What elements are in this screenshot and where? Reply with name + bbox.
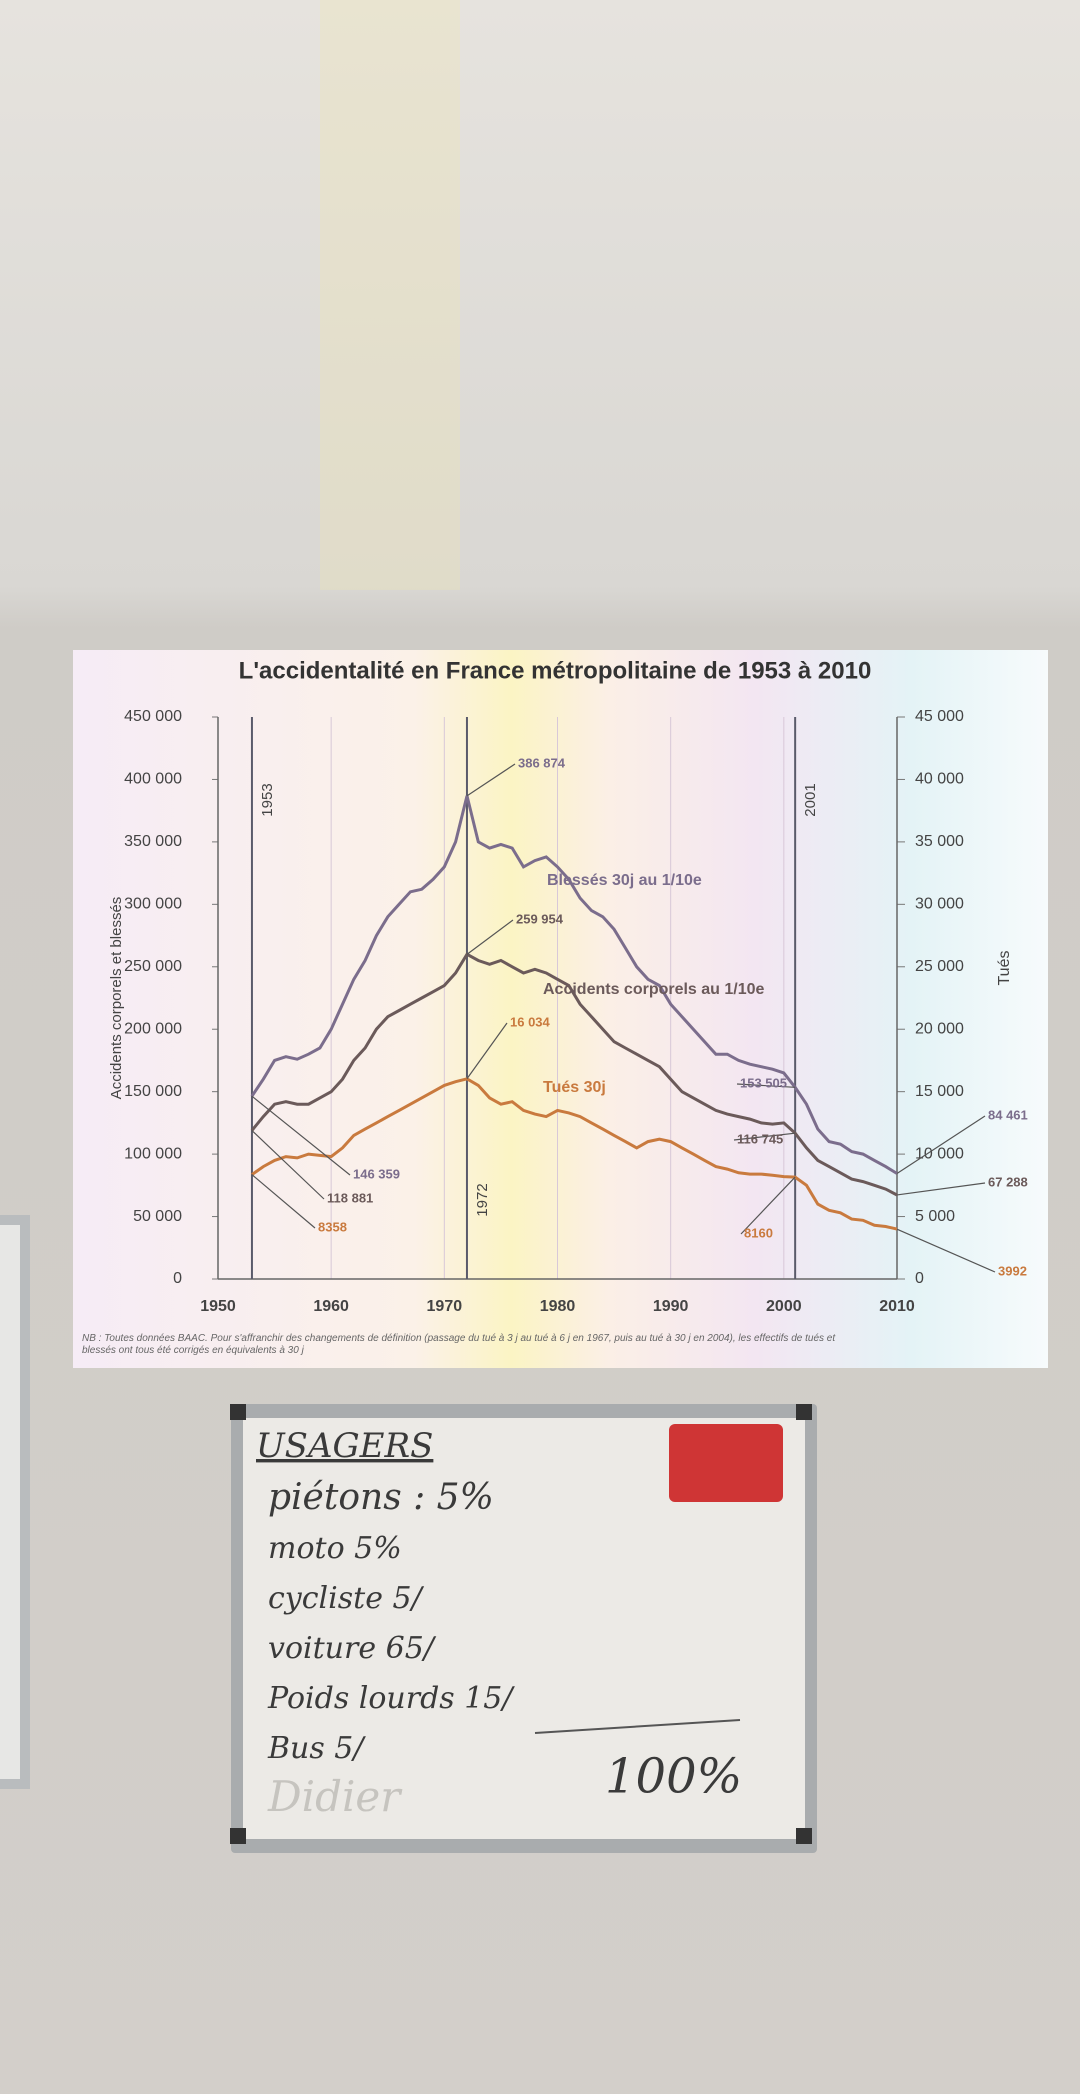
y2-tick-label: 45 000 bbox=[915, 708, 964, 725]
series-line bbox=[250, 952, 898, 1197]
annotation: 8358 bbox=[318, 1219, 347, 1234]
annotation-leader bbox=[466, 919, 514, 955]
whiteboard-signature: Didier bbox=[267, 1772, 403, 1821]
whiteboard: USAGERS piétons : 5% moto 5% cycliste 5/vo… bbox=[230, 1404, 817, 1853]
whiteboard-title: USAGERS bbox=[256, 1426, 433, 1466]
whiteboard-line: voiture 65/ bbox=[268, 1631, 437, 1666]
y-tick-label: 300 000 bbox=[124, 896, 182, 913]
annotation: 84 461 bbox=[988, 1107, 1028, 1122]
annotation: 386 874 bbox=[518, 755, 566, 770]
x-tick-label: 2000 bbox=[766, 1298, 802, 1315]
annotation-leader bbox=[736, 1083, 796, 1088]
y-tick-label: 50 000 bbox=[133, 1208, 182, 1225]
annotation-leader bbox=[466, 1022, 508, 1080]
annotation: 116 745 bbox=[737, 1131, 783, 1146]
projection bbox=[73, 650, 1048, 1368]
y-tick-label: 100 000 bbox=[124, 1145, 182, 1162]
corner bbox=[796, 1828, 812, 1844]
annotation: 8160 bbox=[744, 1225, 773, 1240]
annotation: 153 505 bbox=[740, 1075, 787, 1090]
underline bbox=[534, 1719, 741, 1734]
chart-title: L'accidentalité en France métropolitaine… bbox=[239, 657, 872, 684]
corner bbox=[230, 1828, 246, 1844]
y-tick-label: 150 000 bbox=[124, 1083, 182, 1100]
corner bbox=[796, 1404, 812, 1420]
x-tick-label: 1960 bbox=[313, 1298, 349, 1315]
y2-tick-label: 30 000 bbox=[915, 896, 964, 913]
annotation-leader bbox=[251, 1095, 351, 1176]
y2-tick-label: 0 bbox=[915, 1270, 924, 1287]
x-tick-label: 1980 bbox=[540, 1298, 576, 1315]
note-box: NB : Toutes données BAAC. Pour s'affranc… bbox=[82, 1333, 836, 1356]
annotation-leader bbox=[251, 1174, 316, 1229]
x-tick-label: 1990 bbox=[653, 1298, 689, 1315]
reference-label: 2001 bbox=[802, 783, 819, 816]
annotation-leader bbox=[896, 1228, 996, 1273]
y-tick-label: 250 000 bbox=[124, 958, 182, 975]
chart: L'accidentalité en France métropolitaine… bbox=[82, 657, 1028, 1356]
y-tick-label: 450 000 bbox=[124, 708, 182, 725]
y-tick-label: 200 000 bbox=[124, 1020, 182, 1037]
y2-tick-label: 20 000 bbox=[915, 1020, 964, 1037]
annotation-leader bbox=[733, 1132, 796, 1141]
annotation-leader bbox=[896, 1115, 986, 1175]
annotation: 118 881 bbox=[327, 1190, 373, 1205]
series-line bbox=[250, 795, 898, 1175]
annotation-leader bbox=[251, 1130, 325, 1200]
annotation: 3992 bbox=[998, 1263, 1027, 1278]
y2-tick-label: 5 000 bbox=[915, 1208, 955, 1225]
whiteboard-line: Bus 5/ bbox=[267, 1731, 366, 1766]
y-tick-label: 400 000 bbox=[124, 771, 182, 788]
x-tick-label: 2010 bbox=[879, 1298, 915, 1315]
reference-label: 1953 bbox=[259, 783, 276, 816]
whiteboard-line: moto 5% bbox=[268, 1531, 402, 1566]
y2-tick-label: 40 000 bbox=[915, 771, 964, 788]
eraser bbox=[669, 1424, 783, 1502]
side-board bbox=[0, 1225, 20, 1779]
annotation: 16 034 bbox=[510, 1014, 551, 1029]
reference-label: 1972 bbox=[474, 1183, 491, 1216]
y-tick-label: 0 bbox=[173, 1270, 182, 1287]
whiteboard-line: cycliste 5/ bbox=[268, 1581, 425, 1616]
chart-note: NB : Toutes données BAAC. Pour s'affranc… bbox=[82, 1333, 836, 1356]
y2-tick-label: 35 000 bbox=[915, 833, 964, 850]
light-streak bbox=[320, 0, 460, 590]
annotation: 146 359 bbox=[353, 1166, 400, 1181]
series-label: Blessés 30j au 1/10e bbox=[547, 872, 702, 889]
y-axis-label: Accidents corporels et blessés bbox=[108, 897, 125, 1100]
corner bbox=[230, 1404, 246, 1420]
annotation: 67 288 bbox=[988, 1174, 1028, 1189]
annotation-leader bbox=[740, 1176, 796, 1235]
y2-tick-label: 25 000 bbox=[915, 958, 964, 975]
y2-tick-label: 10 000 bbox=[915, 1145, 964, 1162]
y2-axis-label: Tués bbox=[996, 951, 1013, 986]
annotation: 259 954 bbox=[516, 911, 564, 926]
series-label: Tués 30j bbox=[543, 1079, 606, 1096]
series-label: Accidents corporels au 1/10e bbox=[543, 981, 765, 998]
whiteboard-line: piétons : 5% bbox=[268, 1477, 494, 1518]
series-line bbox=[251, 1077, 898, 1231]
y2-tick-label: 15 000 bbox=[915, 1083, 964, 1100]
whiteboard-lines: piétons : 5% moto 5% cycliste 5/voiture 65… bbox=[267, 1477, 515, 1766]
whiteboard-total: 100% bbox=[605, 1749, 742, 1805]
annotation-leader bbox=[896, 1182, 986, 1196]
x-tick-label: 1950 bbox=[200, 1298, 236, 1315]
y-tick-label: 350 000 bbox=[124, 833, 182, 850]
whiteboard-line: Poids lourds 15/ bbox=[267, 1681, 515, 1716]
annotation-leader bbox=[466, 763, 516, 797]
x-tick-label: 1970 bbox=[427, 1298, 463, 1315]
